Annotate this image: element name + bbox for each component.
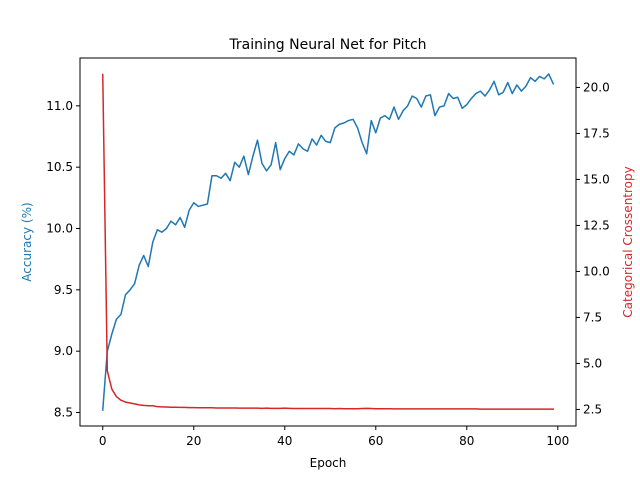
x-tick-label: 60 bbox=[368, 434, 383, 448]
y-left-tick-label: 9.0 bbox=[54, 344, 73, 358]
chart-title: Training Neural Net for Pitch bbox=[228, 37, 426, 53]
accuracy-series-line bbox=[101, 73, 555, 411]
y-right-tick-label: 7.5 bbox=[583, 310, 602, 324]
x-axis-title: Epoch bbox=[310, 456, 347, 470]
y-right-tick-label: 12.5 bbox=[583, 218, 610, 232]
y-right-tick-label: 20.0 bbox=[583, 80, 610, 94]
y-left-tick-label: 8.5 bbox=[54, 406, 73, 420]
x-tick-label: 0 bbox=[99, 434, 107, 448]
x-tick-label: 80 bbox=[459, 434, 474, 448]
y-right-tick-label: 10.0 bbox=[583, 264, 610, 278]
y-right-tick-label: 15.0 bbox=[583, 172, 610, 186]
y-left-tick-label: 11.0 bbox=[46, 99, 73, 113]
y-left-axis-title: Accuracy (%) bbox=[20, 202, 34, 281]
y-left-tick-label: 9.5 bbox=[54, 283, 73, 297]
x-tick-label: 20 bbox=[186, 434, 201, 448]
y-right-tick-label: 2.5 bbox=[583, 402, 602, 416]
y-left-tick-label: 10.5 bbox=[46, 160, 73, 174]
x-tick-label: 40 bbox=[277, 434, 292, 448]
x-tick-label: 100 bbox=[546, 434, 569, 448]
y-right-tick-label: 5.0 bbox=[583, 356, 602, 370]
plot-area bbox=[101, 73, 555, 411]
loss-series-line bbox=[101, 73, 554, 410]
axes: 0 20 40 60 80 100 8.5 9.0 9.5 10.0 10.5 11.0 2.5 5.0 7… bbox=[46, 57, 610, 448]
y-right-axis-title: Categorical Crossentropy bbox=[621, 166, 635, 317]
axes-frame bbox=[79, 57, 577, 427]
y-right-tick-label: 17.5 bbox=[583, 126, 610, 140]
y-left-tick-label: 10.0 bbox=[46, 222, 73, 236]
